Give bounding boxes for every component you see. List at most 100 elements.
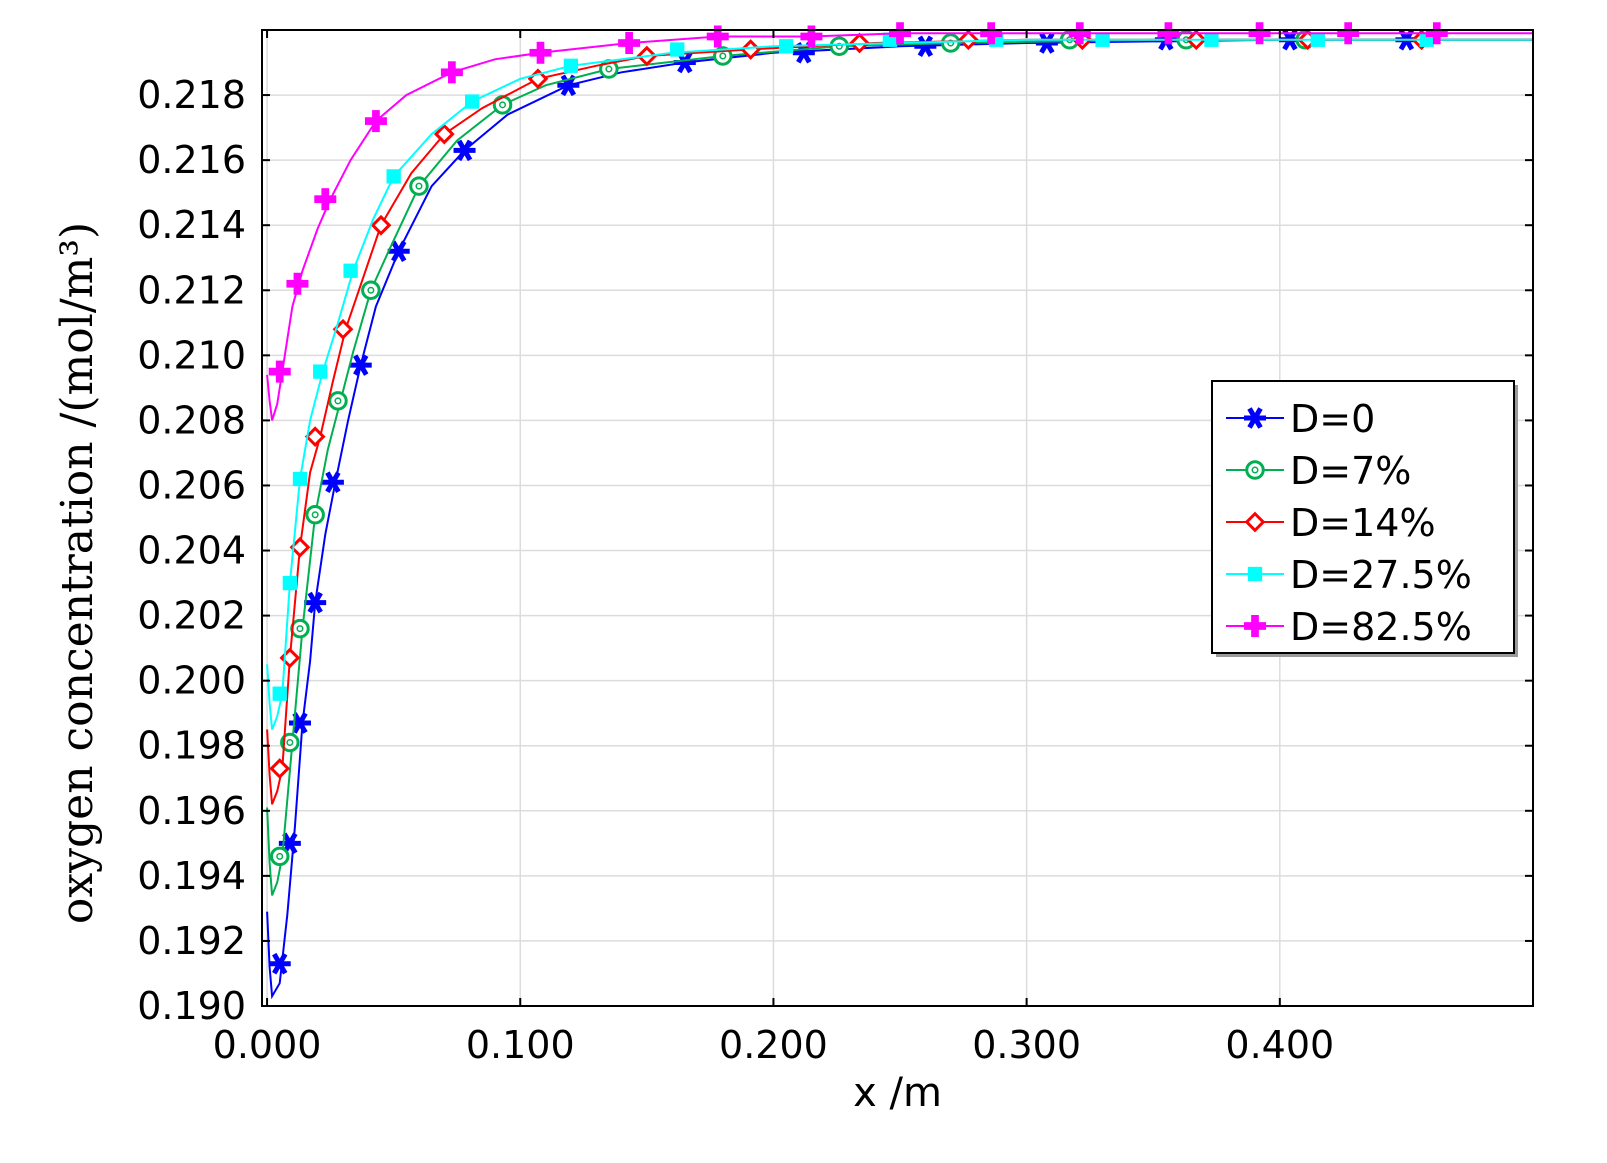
marker-stroke: [1039, 32, 1055, 54]
data-point: [1095, 32, 1110, 47]
data-point: [529, 41, 552, 64]
y-tick-label: 0.200: [137, 659, 246, 703]
data-point: [361, 280, 381, 301]
marker-plus-v: [1255, 22, 1264, 45]
legend-item: D=14%: [1226, 501, 1436, 545]
y-axis-label: oxygen concentration /(mol/m³): [52, 222, 103, 924]
data-point: [286, 272, 309, 295]
data-point: [433, 123, 455, 145]
marker-plus-v: [1075, 22, 1084, 45]
marker-square: [292, 471, 308, 487]
data-point: [328, 391, 348, 411]
data-point: [364, 110, 387, 133]
y-tick-label: 0.214: [137, 203, 246, 247]
marker-stroke: [391, 240, 407, 263]
data-point: [1068, 22, 1091, 45]
data-point: [778, 39, 794, 54]
data-point: [321, 471, 344, 493]
data-point: [1244, 511, 1266, 533]
marker-dot: [499, 101, 507, 109]
x-tick-label: 0.200: [719, 1023, 828, 1067]
marker-dot: [1251, 466, 1259, 474]
marker-circle: [269, 846, 290, 867]
marker-plus-v: [1251, 615, 1259, 637]
series-D=82.5%: [266, 22, 1533, 421]
marker-dot: [719, 52, 727, 60]
data-point: [492, 95, 513, 115]
data-point: [1244, 615, 1266, 637]
data-point: [980, 22, 1003, 45]
marker-circle: [280, 732, 300, 753]
y-tick-label: 0.192: [137, 919, 246, 963]
marker-plus-v: [275, 360, 284, 383]
data-point: [1425, 22, 1448, 45]
marker-stroke: [917, 35, 934, 58]
legend-label: D=14%: [1290, 501, 1436, 545]
data-point: [440, 61, 463, 84]
marker-square: [386, 169, 401, 184]
data-point: [269, 758, 291, 779]
x-tick-labels: 0.000 0.100 0.200 0.300 0.400: [213, 1023, 1335, 1067]
data-point: [313, 364, 328, 379]
legend-label: D=27.5%: [1290, 553, 1472, 597]
marker-square: [563, 58, 579, 73]
y-tick-label: 0.206: [137, 463, 246, 507]
marker-dot: [367, 286, 375, 294]
data-point: [1248, 22, 1271, 45]
marker-square: [778, 39, 794, 54]
legend-label: D=7%: [1290, 449, 1411, 493]
marker-square: [272, 686, 287, 701]
marker-circle: [1245, 460, 1265, 480]
marker-dot: [334, 397, 342, 405]
series-D=0: [266, 28, 1533, 1000]
marker-plus-v: [293, 272, 302, 295]
data-point: [290, 618, 310, 639]
data-point: [1337, 22, 1360, 45]
y-tick-labels: 0.190 0.192 0.194 0.196 0.198 0.200 0.202 0.204…: [137, 73, 246, 1028]
legend-item: D=7%: [1226, 449, 1411, 493]
axis-ticks: [262, 30, 1534, 1007]
marker-plus-v: [1344, 22, 1353, 45]
data-point: [314, 188, 337, 211]
marker-plus-v: [321, 188, 330, 211]
marker-diamond: [849, 32, 870, 54]
marker-square: [1204, 32, 1219, 47]
marker-plus-v: [896, 22, 904, 45]
legend-label: D=82.5%: [1290, 605, 1472, 649]
marker-stroke: [456, 139, 473, 162]
series-line: [266, 38, 1533, 730]
y-tick-label: 0.218: [137, 73, 246, 117]
marker-dot: [296, 625, 304, 633]
marker-dot: [835, 42, 843, 50]
data-point: [800, 25, 823, 48]
data-point: [409, 176, 429, 196]
data-point: [370, 214, 392, 236]
data-point: [1244, 407, 1266, 429]
marker-dot: [276, 852, 284, 860]
data-point: [1204, 32, 1219, 47]
x-tick-label: 0.300: [972, 1023, 1081, 1067]
data-point: [343, 263, 358, 278]
series-D=27.5%: [266, 32, 1533, 730]
marker-stroke: [307, 591, 323, 614]
marker-stroke: [292, 712, 308, 734]
y-tick-label: 0.194: [137, 854, 246, 898]
marker-dot: [415, 182, 423, 190]
plot-frame: [261, 29, 1534, 1007]
series-line: [266, 38, 1533, 1000]
x-tick-label: 0.000: [213, 1023, 322, 1067]
marker-square: [343, 263, 358, 278]
x-axis-label: x /m: [853, 1070, 942, 1116]
y-tick-label: 0.208: [137, 398, 246, 442]
marker-circle: [829, 36, 850, 57]
marker-dot: [286, 738, 294, 746]
data-point: [849, 32, 870, 54]
data-point: [387, 240, 410, 263]
marker-stroke: [272, 952, 288, 975]
data-point: [268, 360, 291, 383]
x-tick-label: 0.400: [1225, 1023, 1334, 1067]
marker-circle: [290, 618, 310, 639]
marker-square: [670, 42, 685, 57]
marker-square: [282, 575, 298, 591]
